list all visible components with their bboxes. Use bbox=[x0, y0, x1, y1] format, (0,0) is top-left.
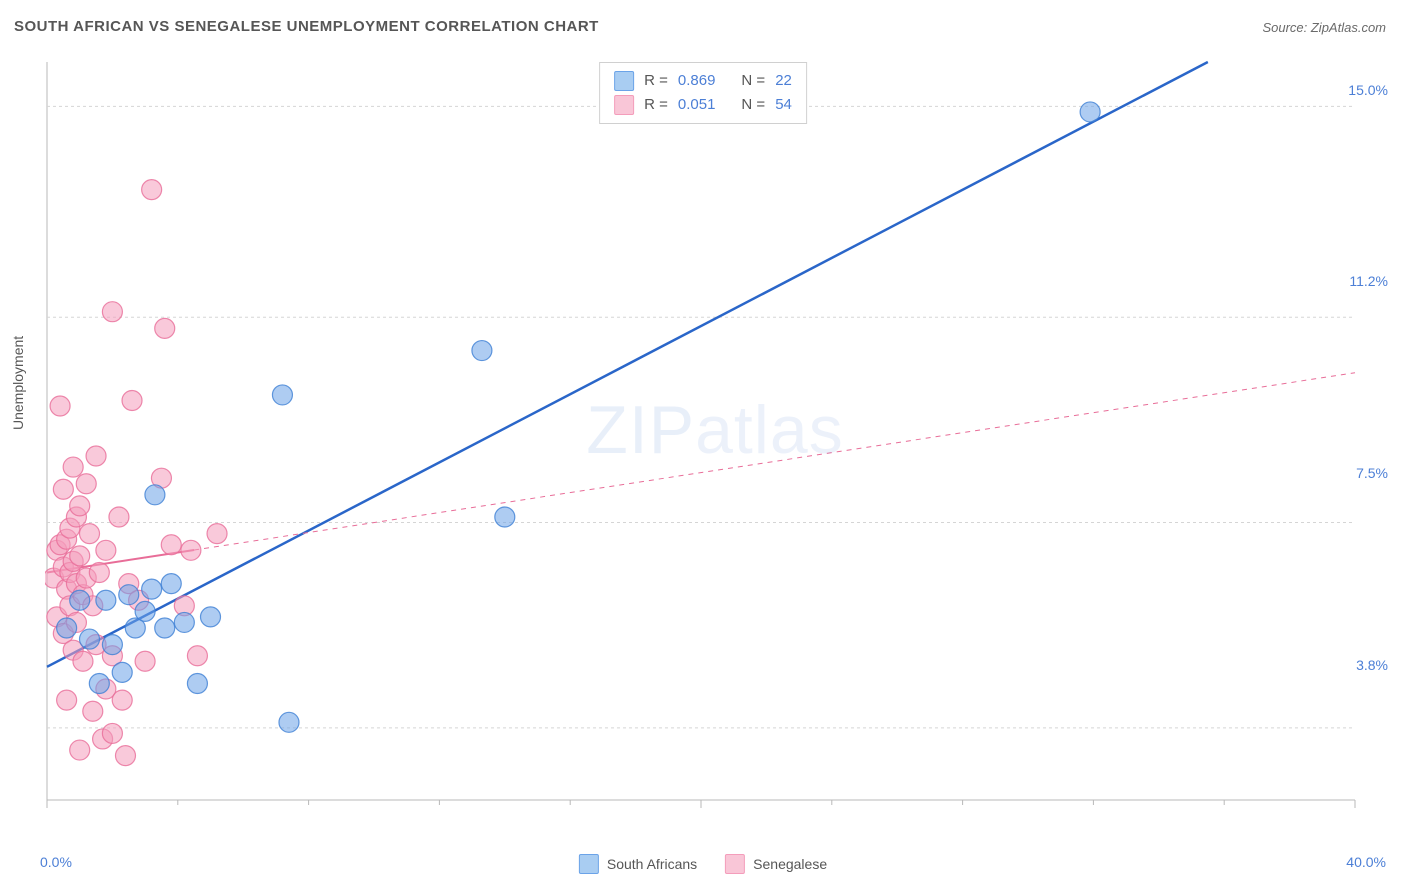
correlation-legend: R = 0.869 N = 22 R = 0.051 N = 54 bbox=[599, 62, 807, 124]
n-label: N = bbox=[741, 93, 765, 117]
swatch-icon bbox=[725, 854, 745, 874]
y-tick-label: 15.0% bbox=[1348, 82, 1388, 98]
r-value: 0.051 bbox=[678, 93, 716, 117]
correlation-row: R = 0.869 N = 22 bbox=[614, 69, 792, 93]
scatter-chart-svg bbox=[45, 60, 1385, 830]
r-label: R = bbox=[644, 69, 668, 93]
plot-area: ZIPatlas bbox=[45, 60, 1385, 830]
series-legend: South Africans Senegalese bbox=[579, 854, 827, 874]
swatch-icon bbox=[614, 71, 634, 91]
n-value: 22 bbox=[775, 69, 792, 93]
n-label: N = bbox=[741, 69, 765, 93]
r-label: R = bbox=[644, 93, 668, 117]
x-tick-label: 40.0% bbox=[1346, 854, 1386, 870]
y-axis-label: Unemployment bbox=[10, 336, 26, 430]
swatch-icon bbox=[579, 854, 599, 874]
legend-label: South Africans bbox=[607, 856, 697, 872]
y-tick-label: 11.2% bbox=[1349, 273, 1388, 289]
source-label: Source: ZipAtlas.com bbox=[1262, 20, 1386, 35]
legend-item: Senegalese bbox=[725, 854, 827, 874]
correlation-row: R = 0.051 N = 54 bbox=[614, 93, 792, 117]
legend-item: South Africans bbox=[579, 854, 697, 874]
y-tick-label: 7.5% bbox=[1356, 465, 1388, 481]
legend-label: Senegalese bbox=[753, 856, 827, 872]
chart-container: SOUTH AFRICAN VS SENEGALESE UNEMPLOYMENT… bbox=[0, 0, 1406, 892]
swatch-icon bbox=[614, 95, 634, 115]
x-tick-label: 0.0% bbox=[40, 854, 72, 870]
n-value: 54 bbox=[775, 93, 792, 117]
y-tick-label: 3.8% bbox=[1356, 657, 1388, 673]
r-value: 0.869 bbox=[678, 69, 716, 93]
chart-title: SOUTH AFRICAN VS SENEGALESE UNEMPLOYMENT… bbox=[14, 18, 599, 35]
